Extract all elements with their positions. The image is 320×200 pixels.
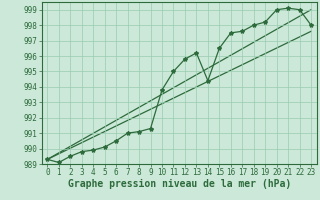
X-axis label: Graphe pression niveau de la mer (hPa): Graphe pression niveau de la mer (hPa): [68, 179, 291, 189]
